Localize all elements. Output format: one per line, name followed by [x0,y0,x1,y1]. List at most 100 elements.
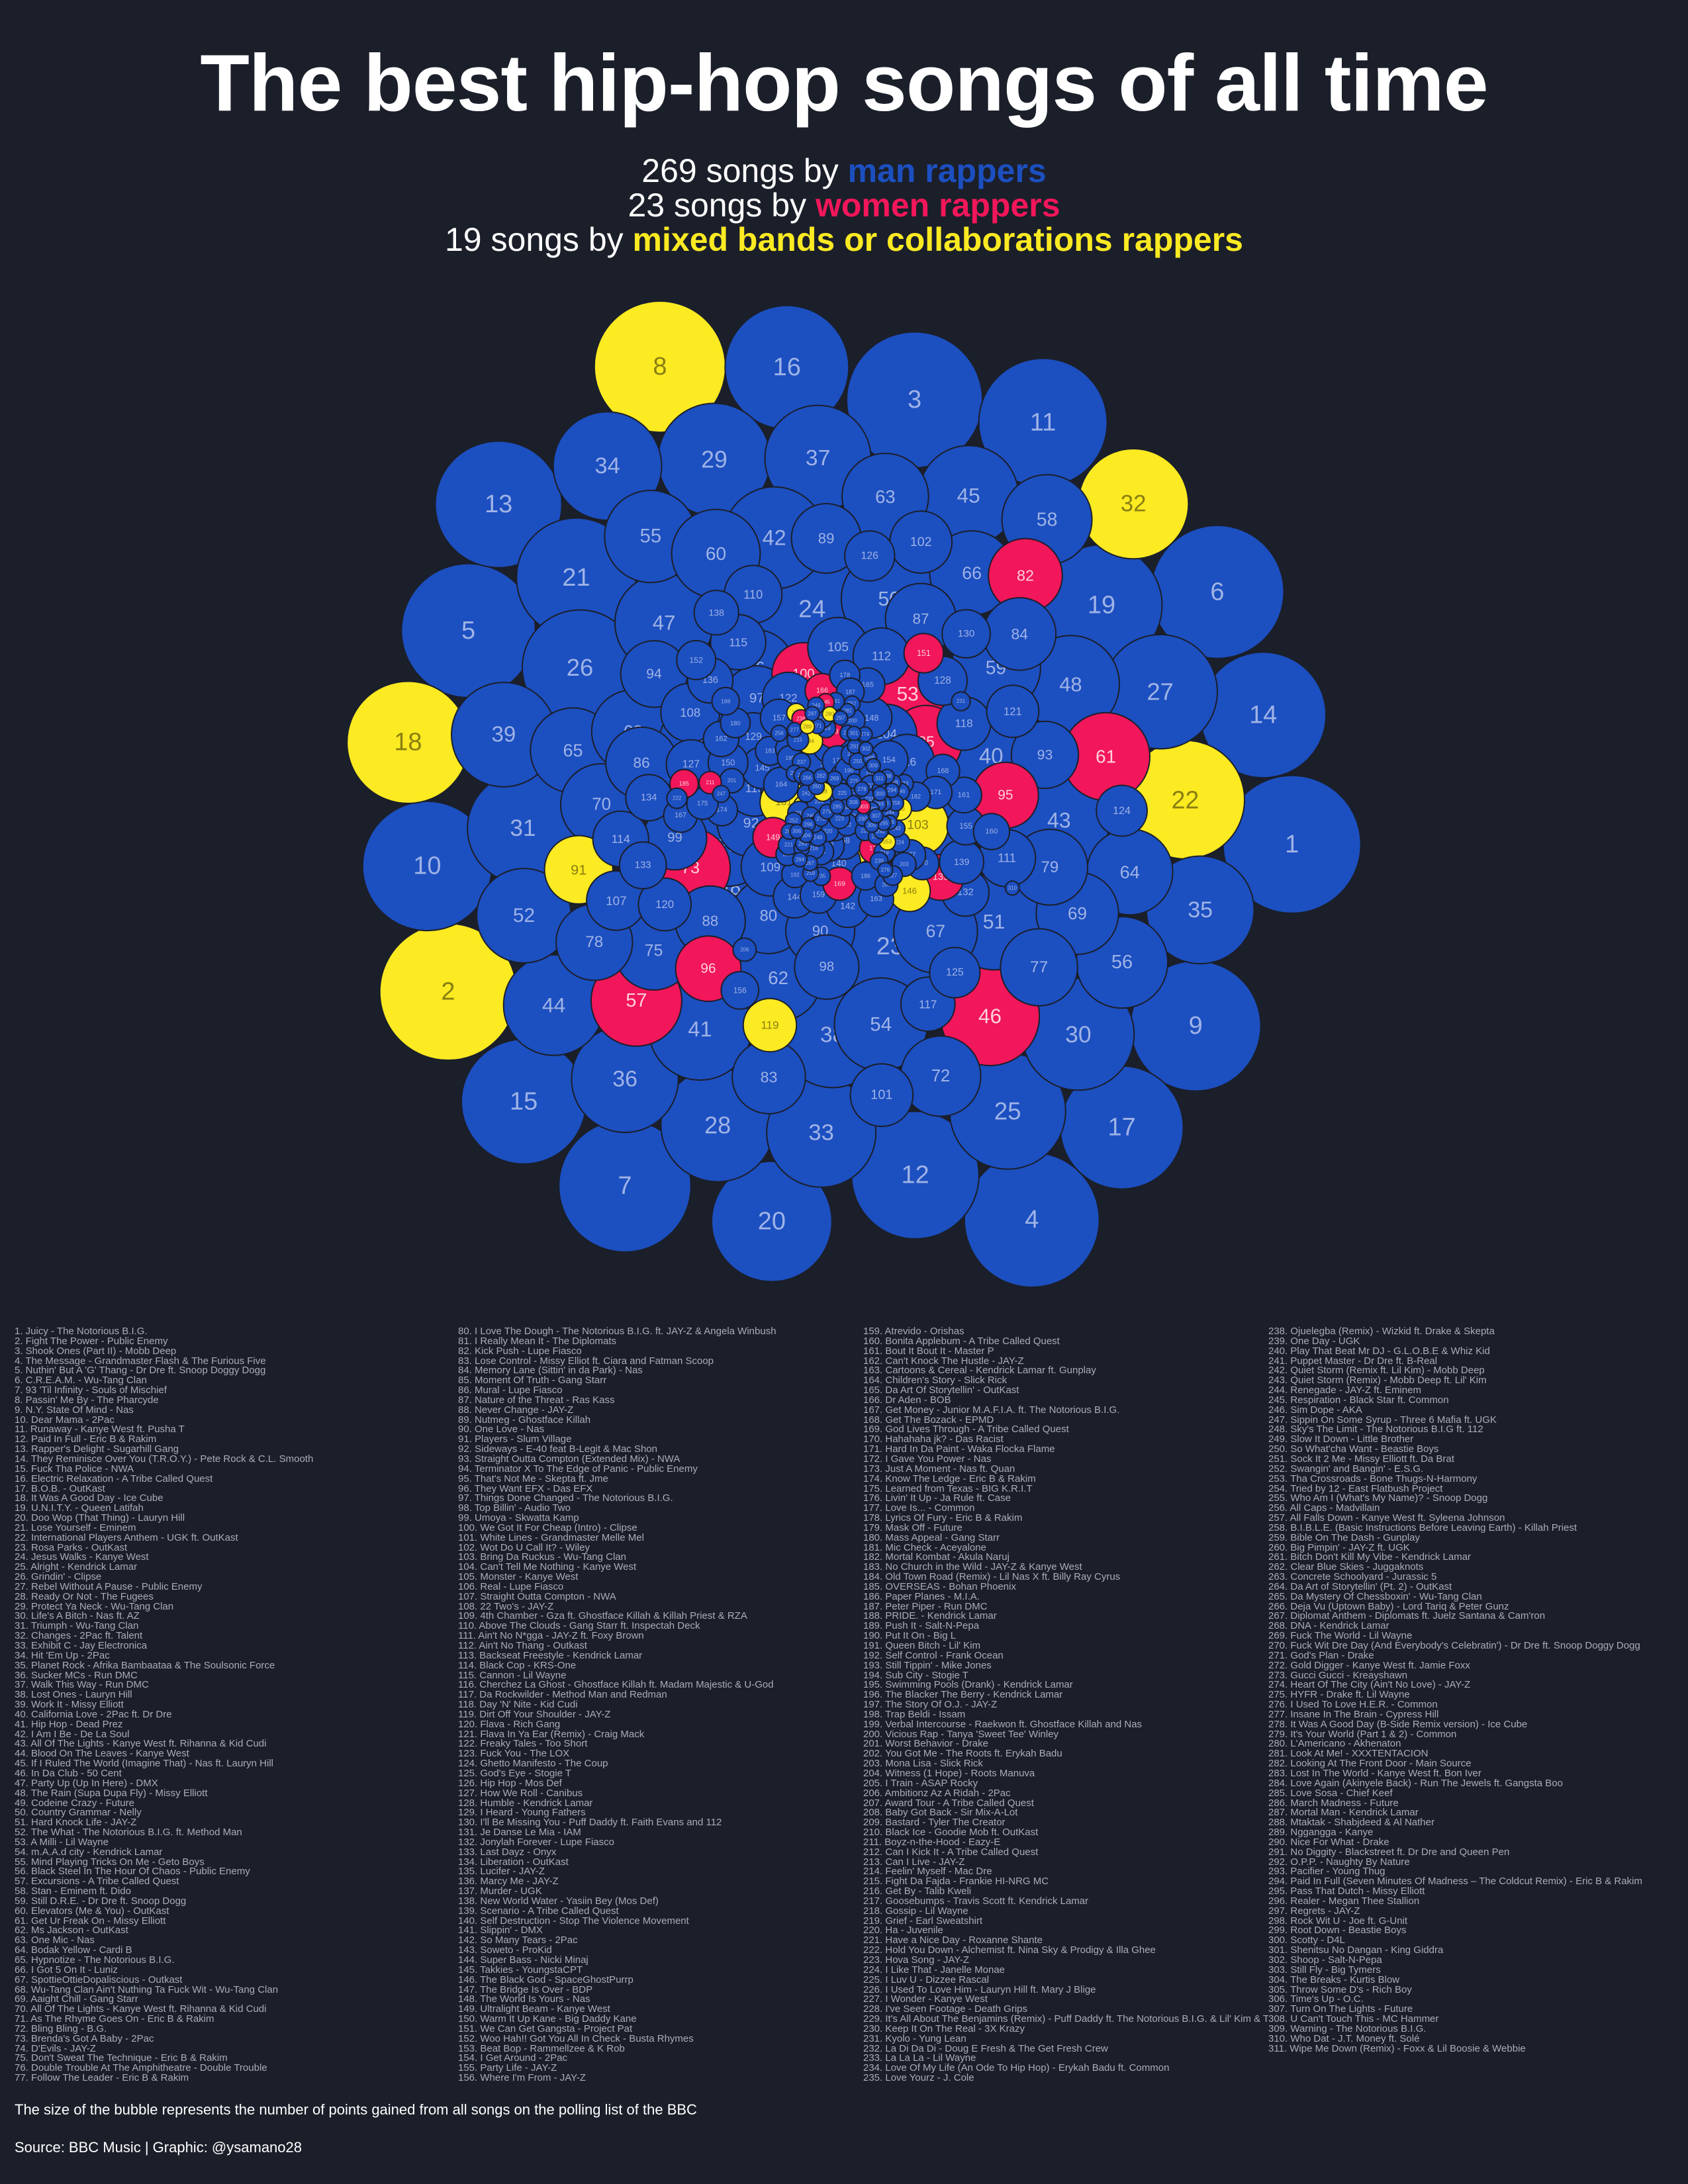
bubble-label-64: 64 [1120,862,1140,882]
song-list-item: 113. Backseat Freestyle - Kendrick Lamar [458,1649,643,1661]
song-list-item: 204. Witness (1 Hope) - Roots Manuva [863,1767,1035,1779]
song-list-item: 181. Mic Check - Aceyalone [863,1541,986,1553]
song-list-item: 284. Love Again (Akinyele Back) - Run Th… [1268,1777,1563,1789]
bubble-label-55: 55 [640,526,661,547]
bubble-label-242: 242 [802,790,811,796]
song-list-item: 88. Never Change - JAY-Z [458,1404,574,1416]
song-list-item: 225. I Luv U - Dizzee Rascal [863,1974,990,1985]
bubble-label-222: 222 [673,796,682,801]
bubble-label-117: 117 [919,997,937,1011]
bubble-label-124: 124 [1113,805,1131,817]
song-list-item: 207. Award Tour - A Tribe Called Quest [863,1797,1034,1809]
bubble-label-22: 22 [1172,786,1199,813]
bubble-label-103: 103 [907,818,929,833]
song-list-item: 213. Can I Live - JAY-Z [863,1856,965,1868]
song-list-item: 235. Love Yourz - J. Cole [863,2072,974,2081]
bubble-label-163: 163 [870,895,882,903]
song-list: 1. Juicy - The Notorious B.I.G. 2. Fight … [15,1327,1669,2081]
song-list-item: 245. Respiration - Black Star ft. Common [1268,1394,1449,1406]
song-list-item: 144. Super Bass - Nicki Minaj [458,1954,588,1966]
song-list-item: 17. B.O.B. - OutKast [15,1482,105,1494]
bubble-label-77: 77 [1030,958,1048,976]
song-list-item: 304. The Breaks - Kurtis Blow [1268,1974,1400,1985]
bubble-label-203: 203 [900,862,909,868]
bubble-label-294: 294 [888,788,897,794]
bubble-label-8: 8 [653,353,667,381]
bubble-label-70: 70 [592,796,611,814]
bubble-label-99: 99 [667,831,682,845]
song-list-item: 93. Straight Outta Compton (Extended Mix… [458,1453,680,1465]
bubble-label-66: 66 [962,563,982,583]
bubble-label-115: 115 [729,635,747,649]
bubble-label-290: 290 [859,816,868,822]
bubble-label-267: 267 [806,860,815,866]
song-list-item: 116. Cherchez La Ghost - Ghostface Killa… [458,1679,774,1691]
bubble-label-109: 109 [760,860,780,874]
bubble-label-175: 175 [697,800,708,807]
song-list-item: 167. Get Money - Junior M.A.F.I.A. ft. T… [863,1404,1120,1416]
bubble-label-43: 43 [1047,808,1071,832]
song-list-item: 87. Nature of the Threat - Ras Kass [458,1394,615,1406]
bubble-rank-289 [800,719,816,735]
song-list-item: 185. OVERSEAS - Bohan Phoenix [863,1580,1016,1592]
song-list-item: 210. Black Ice - Goodie Mob ft. OutKast [863,1827,1039,1839]
bubble-label-278: 278 [857,786,867,792]
bubble-label-48: 48 [1059,672,1082,696]
song-list-item: 276. I Used To Love H.E.R. - Common [1268,1699,1438,1711]
song-list-item: 156. Where I'm From - JAY-Z [458,2072,586,2081]
bubble-rank-120 [637,877,692,932]
song-list-item: 281. Look At Me! - XXXTENTACION [1268,1748,1429,1760]
bubble-label-216: 216 [810,846,819,852]
legend-women-rappers: women rappers [815,187,1060,224]
song-list-item: 166. Dr Aden - BOB [863,1394,951,1406]
bubble-label-58: 58 [1037,509,1058,530]
bubble-label-118: 118 [955,717,973,730]
song-list-item: 54. m.A.A.d city - Kendrick Lamar [15,1846,163,1858]
song-list-item: 76. Double Trouble At The Amphitheatre -… [15,2062,267,2074]
song-list-item: 173. Just A Moment - Nas ft. Quan [863,1463,1015,1475]
song-list-item: 266. Deja Vu (Uptown Baby) - Lord Tariq … [1268,1600,1509,1612]
song-list-item: 41. Hip Hop - Dead Prez [15,1718,123,1730]
song-list-item: 170. Hahahaha jk? - Das Racist [863,1433,1004,1445]
song-list-item: 139. Scenario - A Tribe Called Quest [458,1905,619,1917]
bubble-label-190: 190 [844,767,853,774]
bubble-label-4: 4 [1025,1206,1039,1234]
song-list-item: 151. We Can Get Gangsta - Project Pat [458,2023,633,2034]
bubble-label-276: 276 [881,867,890,873]
song-list-item: 120. Flava - Rich Gang [458,1718,561,1730]
song-list-item: 42. I Am I Be - De La Soul [15,1728,130,1740]
song-list-item: 227. I Wonder - Kanye West [863,1993,988,2005]
song-list-item: 171. Hard In Da Paint - Waka Flocka Flam… [863,1443,1055,1455]
song-list-item: 271. God's Plan - Drake [1268,1649,1374,1661]
song-list-item: 223. Hova Song - JAY-Z [863,1954,970,1966]
song-list-item: 282. Looking At The Front Door - Main So… [1268,1758,1472,1770]
song-list-item: 262. Clear Blue Skies - Juggaknots [1268,1561,1424,1573]
song-list-item: 264. Da Art of Storytellin' (Pt. 2) - Ou… [1268,1580,1452,1592]
song-list-item: 16. Electric Relaxation - A Tribe Called… [15,1473,213,1484]
song-list-item: 183. No Church in the Wild - JAY-Z & Kan… [863,1561,1082,1573]
song-list-item: 301. Shenitsu No Dangan - King Giddra [1268,1944,1444,1956]
song-list-item: 18. It Was A Good Day - Ice Cube [15,1492,164,1504]
bubble-label-288: 288 [883,774,892,780]
song-list-item: 175. Learned from Texas - BIG K.R.I.T [863,1482,1033,1494]
song-list-item: 138. New World Water - Yasiin Bey (Mos D… [458,1895,659,1907]
song-list-item: 153. Beat Bop - Rammellzee & K Rob [458,2042,625,2054]
song-list-item: 115. Cannon - Lil Wayne [458,1669,567,1681]
bubble-label-159: 159 [812,891,825,899]
bubble-label-292: 292 [876,829,886,835]
song-list-item: 226. I Used To Love Him - Lauryn Hill ft… [863,1983,1096,1995]
song-list-item: 122. Freaky Tales - Too Short [458,1738,588,1750]
song-list-item: 258. B.I.B.L.E. (Basic Instructions Befo… [1268,1522,1577,1533]
bubble-label-298: 298 [865,755,874,761]
bubble-label-226: 226 [861,828,870,834]
bubble-label-204: 204 [815,799,824,805]
bubble-label-6: 6 [1210,578,1224,606]
song-list-item: 47. Party Up (Up In Here) - DMX [15,1777,158,1789]
bubble-label-237: 237 [797,759,806,765]
song-list-item: 201. Worst Behavior - Drake [863,1738,988,1750]
song-list-item: 275. HYFR - Drake ft. Lil Wayne [1268,1689,1410,1701]
song-list-column-1: 1. Juicy - The Notorious B.I.G. 2. Fight … [15,1327,458,2081]
song-list-item: 199. Verbal Intercourse - Raekwon ft. Gh… [863,1718,1143,1730]
bubble-label-129: 129 [745,731,762,743]
bubble-label-187: 187 [845,688,855,695]
